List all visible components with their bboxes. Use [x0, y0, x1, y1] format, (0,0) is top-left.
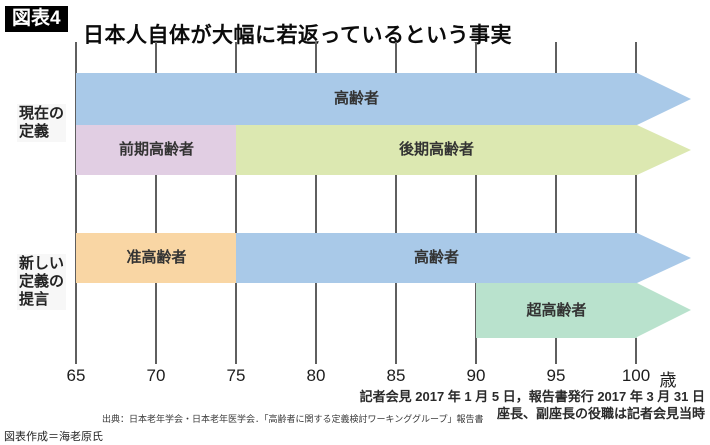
gridline-65 — [75, 42, 77, 364]
axis-tick-label: 75 — [226, 366, 246, 385]
axis-tick-label: 95 — [546, 366, 566, 385]
group-label-line: 定義 — [19, 123, 50, 140]
axis-tick-label: 90 — [466, 366, 486, 385]
figure-number-badge: 図表4 — [5, 6, 68, 32]
arrowhead-right-icon — [637, 73, 691, 125]
gridline-75 — [235, 42, 237, 364]
gridline-100 — [635, 42, 637, 364]
band-准高齢者: 准高齢者 — [76, 233, 237, 283]
axis-unit-label: 歳 — [659, 371, 677, 390]
band-前期高齢者: 前期高齢者 — [76, 125, 237, 175]
band-高齢者: 高齢者 — [76, 73, 637, 125]
arrowhead-right-icon — [637, 125, 691, 175]
gridline-70 — [155, 42, 157, 364]
group-label-line: 定義の — [19, 273, 65, 290]
group-label-line: 新しい — [19, 255, 65, 272]
credit-note: 図表作成＝海老原氏 — [4, 431, 103, 443]
axis-tick-label: 70 — [146, 366, 166, 385]
gridline-95 — [555, 42, 557, 364]
source-note: 出典：日本老年学会・日本老年医学会．「高齢者に関する定義検討ワーキンググループ」… — [102, 414, 484, 424]
band-後期高齢者: 後期高齢者 — [236, 125, 637, 175]
group-label-line: 現在の — [19, 105, 65, 122]
band-超高齢者: 超高齢者 — [476, 283, 637, 338]
arrowhead-right-icon — [637, 283, 691, 337]
gridline-90 — [475, 42, 477, 364]
band-高齢者: 高齢者 — [236, 233, 637, 283]
group-label-line: 提言 — [19, 291, 50, 308]
gridline-85 — [395, 42, 397, 364]
axis-tick-label: 65 — [66, 366, 86, 385]
axis-tick-label: 85 — [386, 366, 406, 385]
arrowhead-right-icon — [637, 233, 691, 283]
group-label-0: 現在の 定義 — [17, 104, 67, 142]
gridline-80 — [315, 42, 317, 364]
axis-tick-label: 80 — [306, 366, 326, 385]
role-note: 座長、副座長の役職は記者会見当時 — [496, 406, 705, 421]
group-label-1: 新しい 定義の 提言 — [17, 254, 67, 310]
axis-tick-label: 100 — [621, 366, 651, 385]
figure-title: 日本人自体が大幅に若返っているという事実 — [83, 24, 512, 48]
press-date-note: 記者会見 2017 年 1 月 5 日，報告書発行 2017 年 3 月 31 … — [359, 389, 705, 404]
